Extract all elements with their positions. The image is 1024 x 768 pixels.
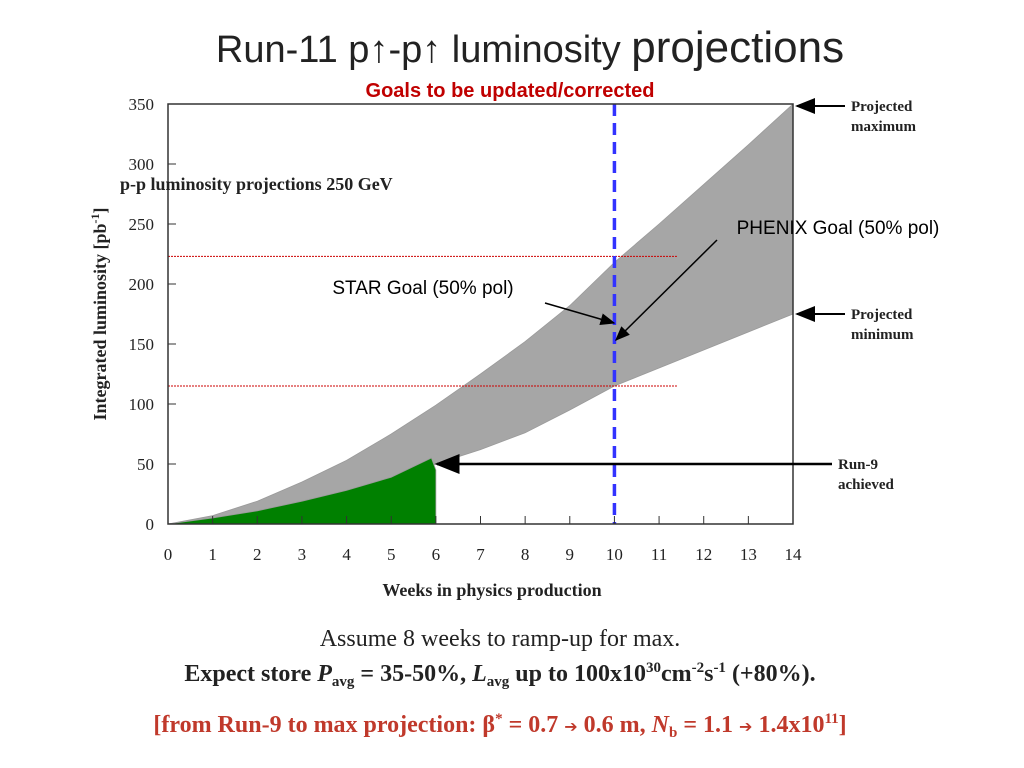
x-tick-label: 3 [298,545,307,564]
annotation: PHENIX Goal (50% pol) [737,218,940,239]
x-tick-label: 8 [521,545,530,564]
x-tick-label: 10 [606,545,623,564]
y-tick-label: 100 [129,395,155,414]
x-tick-label: 0 [164,545,173,564]
y-tick-label: 0 [146,515,155,534]
y-tick-label: 250 [129,215,155,234]
x-tick-label: 11 [651,545,667,564]
note: [from Run-9 to max projection: β* = 0.7 … [153,711,846,741]
x-axis-label: Weeks in physics production [382,580,601,600]
x-tick-label: 4 [342,545,351,564]
y-tick-label: 350 [129,95,155,114]
y-tick-label: 150 [129,335,155,354]
x-tick-label: 14 [785,545,803,564]
y-tick-label: 50 [137,455,154,474]
x-tick-label: 2 [253,545,262,564]
slide-title: Run-11 p↑-p↑ luminosity projections [216,23,844,72]
x-tick-label: 12 [695,545,712,564]
area [167,457,437,525]
x-tick-label: 13 [740,545,757,564]
annotation: STAR Goal (50% pol) [332,278,513,299]
annotations: Projected maximum Projected minimum Run-9 a… [332,98,940,493]
y-tick-label: 200 [129,275,155,294]
y-tick-label: 300 [129,155,155,174]
annotation: Projected maximum [851,99,917,135]
arrow [614,239,718,342]
inner-title: p-p luminosity projections 250 GeV [120,174,393,194]
annotation: Run-9 achieved [838,457,894,493]
x-tick-label: 9 [566,545,575,564]
annotation: Projected minimum [851,307,914,343]
note: Assume 8 weeks to ramp-up for max. [320,626,681,652]
arrow [544,302,616,326]
x-tick-label: 7 [476,545,485,564]
note: Expect store Pavg = 35-50%, Lavg up to 1… [184,660,815,690]
x-tick-label: 5 [387,545,396,564]
subtitle: Goals to be updated/corrected [366,80,655,102]
y-axis-label: Integrated luminosity [pb-1] [88,207,110,420]
x-tick-label: 6 [432,545,441,564]
x-tick-label: 1 [208,545,217,564]
